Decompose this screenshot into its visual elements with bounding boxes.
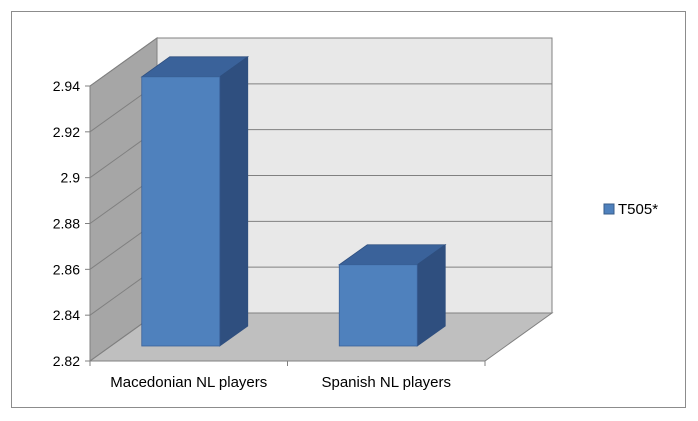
y-tick-label: 2.9: [61, 170, 81, 186]
legend-swatch: [603, 203, 615, 215]
legend: T505*: [603, 201, 658, 218]
y-tick-label: 2.86: [53, 261, 80, 277]
x-category-label: Spanish NL players: [321, 374, 451, 391]
y-axis-ticks: 2.82 2.84 2.86 2.88 2.9 2.92 2.94: [53, 78, 80, 369]
x-category-label: Macedonian NL players: [110, 374, 267, 391]
legend-label: T505*: [618, 201, 658, 218]
y-tick-label: 2.92: [53, 124, 80, 140]
y-tick-label: 2.82: [53, 353, 80, 369]
x-axis-categories: Macedonian NL players Spanish NL players: [110, 374, 451, 391]
y-tick-label: 2.88: [53, 216, 80, 232]
bar: [140, 56, 249, 347]
bar-side: [219, 56, 249, 347]
gridline: [89, 37, 552, 87]
bar-front: [141, 76, 221, 347]
bar-front: [338, 264, 418, 347]
bar: [338, 243, 447, 347]
y-tick-label: 2.84: [53, 307, 80, 323]
y-tick-label: 2.94: [53, 78, 80, 94]
bars: [140, 56, 447, 347]
